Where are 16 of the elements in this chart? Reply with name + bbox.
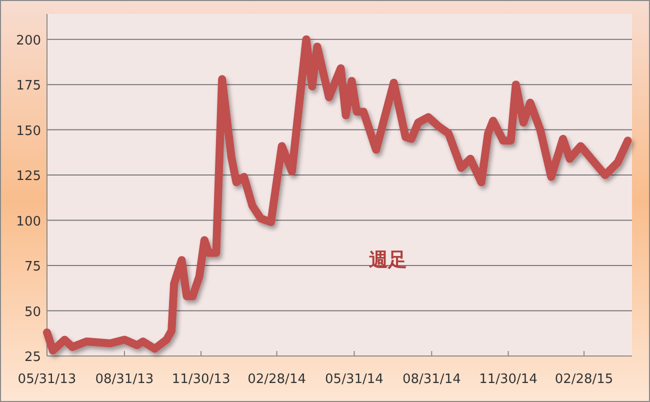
y-tick-label: 125	[16, 169, 41, 184]
y-tick-label: 200	[16, 33, 41, 48]
x-tick-label: 02/28/14	[248, 372, 306, 387]
y-tick-label: 150	[16, 124, 41, 139]
y-tick-label: 50	[24, 304, 41, 320]
x-tick-label: 08/31/13	[95, 372, 154, 387]
y-tick-label: 100	[16, 214, 41, 230]
x-tick-label: 05/31/13	[18, 372, 76, 387]
y-tick-label: 25	[24, 350, 41, 365]
x-tick-label: 11/30/13	[172, 372, 230, 387]
y-tick-label: 175	[16, 78, 41, 94]
x-tick-label: 02/28/15	[554, 372, 614, 387]
y-tick-label: 75	[24, 260, 41, 275]
x-tick-label: 08/31/14	[402, 372, 461, 387]
x-tick-label: 11/30/14	[479, 372, 538, 387]
x-tick-label: 05/31/14	[325, 372, 384, 387]
